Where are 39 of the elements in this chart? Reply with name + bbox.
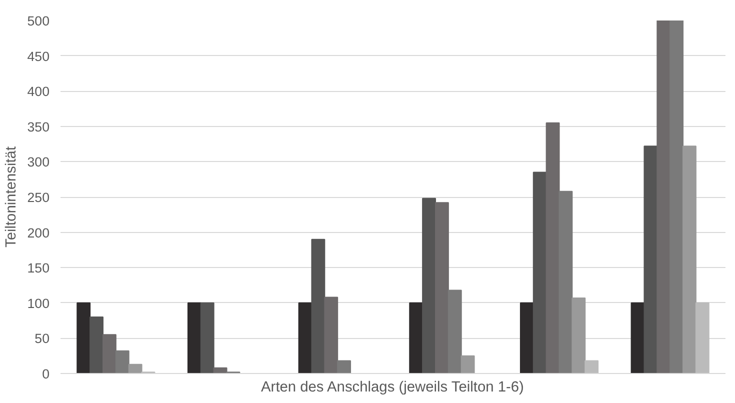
- bar: [448, 290, 462, 374]
- bar: [324, 296, 338, 374]
- y-tick-label: 100: [27, 296, 50, 311]
- bar: [409, 302, 424, 374]
- bar: [656, 20, 671, 374]
- y-tick-label: 300: [27, 154, 50, 170]
- bar: [670, 20, 684, 374]
- bar: [337, 360, 352, 374]
- y-axis-title: Teiltonintensität: [3, 146, 20, 248]
- bar: [644, 146, 658, 374]
- y-tick-label: 500: [27, 14, 50, 28]
- bar: [572, 297, 586, 374]
- bar: [311, 238, 326, 374]
- y-tick-label: 200: [27, 225, 50, 240]
- bar: [434, 202, 449, 374]
- bar: [546, 122, 560, 374]
- bar: [102, 334, 116, 374]
- x-axis-title: Arten des Anschlags (jeweils Teilton 1-6): [261, 380, 524, 396]
- y-tick-label: 400: [27, 84, 50, 100]
- y-tick-label: 350: [27, 119, 50, 134]
- bar: [558, 190, 573, 374]
- bar: [520, 302, 534, 374]
- bar: [128, 364, 142, 374]
- bar: [200, 302, 214, 374]
- y-tick-label: 450: [27, 48, 50, 64]
- bar: [460, 355, 475, 374]
- bar: [115, 350, 130, 374]
- y-tick-label: 150: [27, 260, 50, 276]
- y-tick-label: 50: [34, 331, 50, 346]
- bar: [187, 302, 202, 374]
- bar: [422, 198, 436, 374]
- y-tick-label: 250: [27, 190, 50, 205]
- bar: [695, 302, 710, 374]
- bar: [90, 316, 104, 374]
- y-tick-label: 0: [42, 366, 50, 382]
- bar: [76, 302, 91, 374]
- bar: [532, 172, 547, 374]
- bar: [682, 146, 696, 374]
- bar: [584, 360, 599, 374]
